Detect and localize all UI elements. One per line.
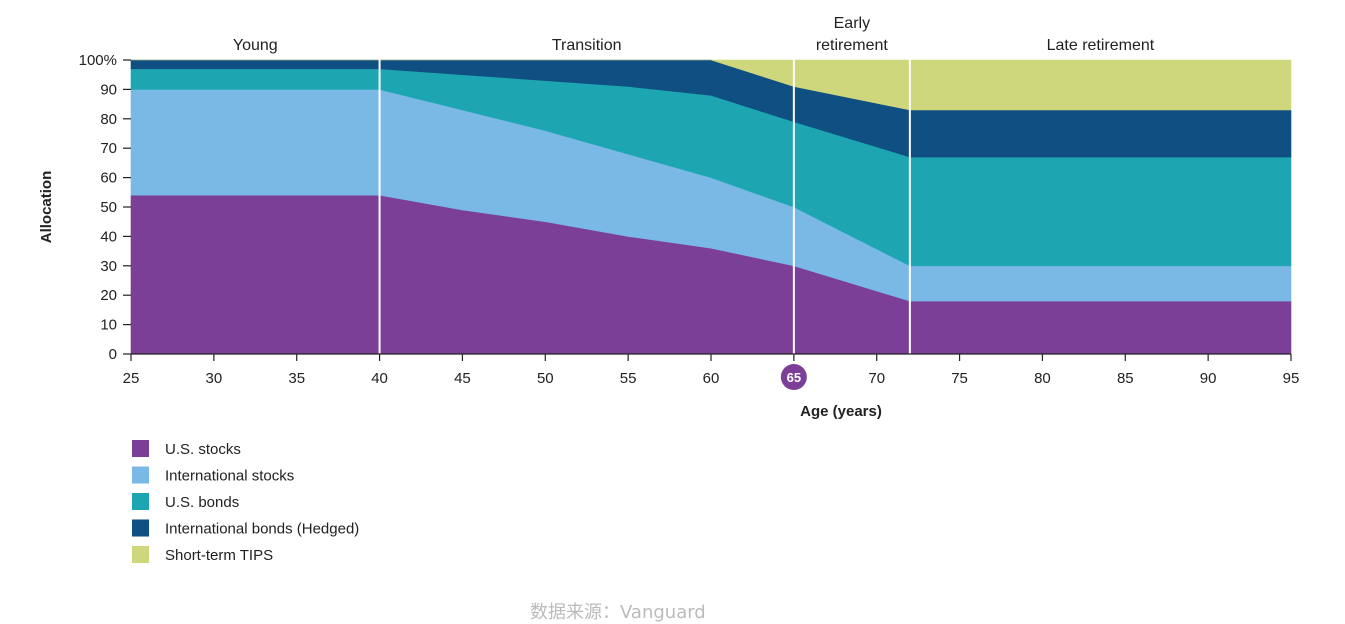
- x-tick-label-55: 55: [620, 370, 637, 387]
- y-tick-label-90: 90: [100, 81, 117, 98]
- series-area-short-term-tips: [131, 59, 1292, 111]
- legend-label-international-bonds-hedged: International bonds (Hedged): [165, 521, 359, 538]
- phase-label-early-retirement: Early retirement: [816, 15, 889, 54]
- x-tick-label-95: 95: [1283, 370, 1300, 387]
- phase-label-layer: Young Transition Early retirement Late retir…: [233, 15, 1155, 54]
- y-tick-label-0: 0: [109, 346, 117, 363]
- y-tick-label-50: 50: [100, 199, 117, 216]
- legend-swatch-u-s-stocks: [132, 440, 149, 457]
- legend-label-u-s-bonds: U.S. bonds: [165, 494, 239, 511]
- y-tick-label-40: 40: [100, 228, 117, 245]
- legend-label-international-stocks: International stocks: [165, 468, 294, 485]
- x-tick-label-60: 60: [703, 370, 720, 387]
- legend-swatch-international-bonds-hedged: [132, 519, 149, 537]
- x-tick-label-30: 30: [206, 370, 223, 387]
- area-layer: [130, 59, 1292, 355]
- x-tick-label-85: 85: [1117, 370, 1134, 387]
- footer-note: 数据来源：Vanguard: [530, 602, 706, 623]
- phase-label-transition: Transition: [552, 37, 622, 54]
- phase-divider-layer: [378, 58, 911, 354]
- glide-path-chart: Young Transition Early retirement Late retir…: [38, 15, 1299, 564]
- legend-label-short-term-tips: Short-term TIPS: [165, 547, 273, 564]
- y-tick-label-60: 60: [100, 170, 117, 187]
- x-tick-label-45: 45: [454, 370, 471, 387]
- x-tick-label-75: 75: [951, 370, 968, 387]
- x-tick-label-70: 70: [868, 370, 885, 387]
- y-tick-label-20: 20: [100, 287, 117, 304]
- y-tick-label-30: 30: [100, 258, 117, 275]
- y-tick-label-10: 10: [100, 317, 117, 334]
- x-tick-label-35: 35: [288, 370, 305, 387]
- y-tick-label-80: 80: [100, 111, 117, 128]
- axis-layer: 0 10 20 30 40 50 60 70 80 90 100% 25 30 35 40 45 50 55 60 6…: [38, 52, 1299, 420]
- x-axis-title: Age (years): [800, 403, 882, 420]
- legend: U.S. stocks International stocks U.S. bond…: [132, 440, 359, 564]
- legend-label-u-s-stocks: U.S. stocks: [165, 441, 241, 458]
- x-tick-label-25: 25: [123, 370, 140, 387]
- x-tick-label-80: 80: [1034, 370, 1051, 387]
- phase-label-young: Young: [233, 37, 278, 54]
- legend-swatch-u-s-bonds: [132, 493, 149, 510]
- x-tick-label-65: 65: [787, 370, 801, 385]
- y-tick-label-100: 100%: [79, 52, 117, 69]
- legend-swatch-short-term-tips: [132, 546, 149, 563]
- phase-label-late-retirement: Late retirement: [1047, 37, 1155, 54]
- legend-swatch-international-stocks: [132, 466, 149, 484]
- x-tick-highlight-badge: [780, 364, 807, 390]
- x-tick-label-40: 40: [371, 370, 388, 387]
- y-axis-title: Allocation: [38, 171, 55, 244]
- y-tick-label-70: 70: [100, 140, 117, 157]
- x-tick-label-50: 50: [537, 370, 554, 387]
- x-tick-label-90: 90: [1200, 370, 1217, 387]
